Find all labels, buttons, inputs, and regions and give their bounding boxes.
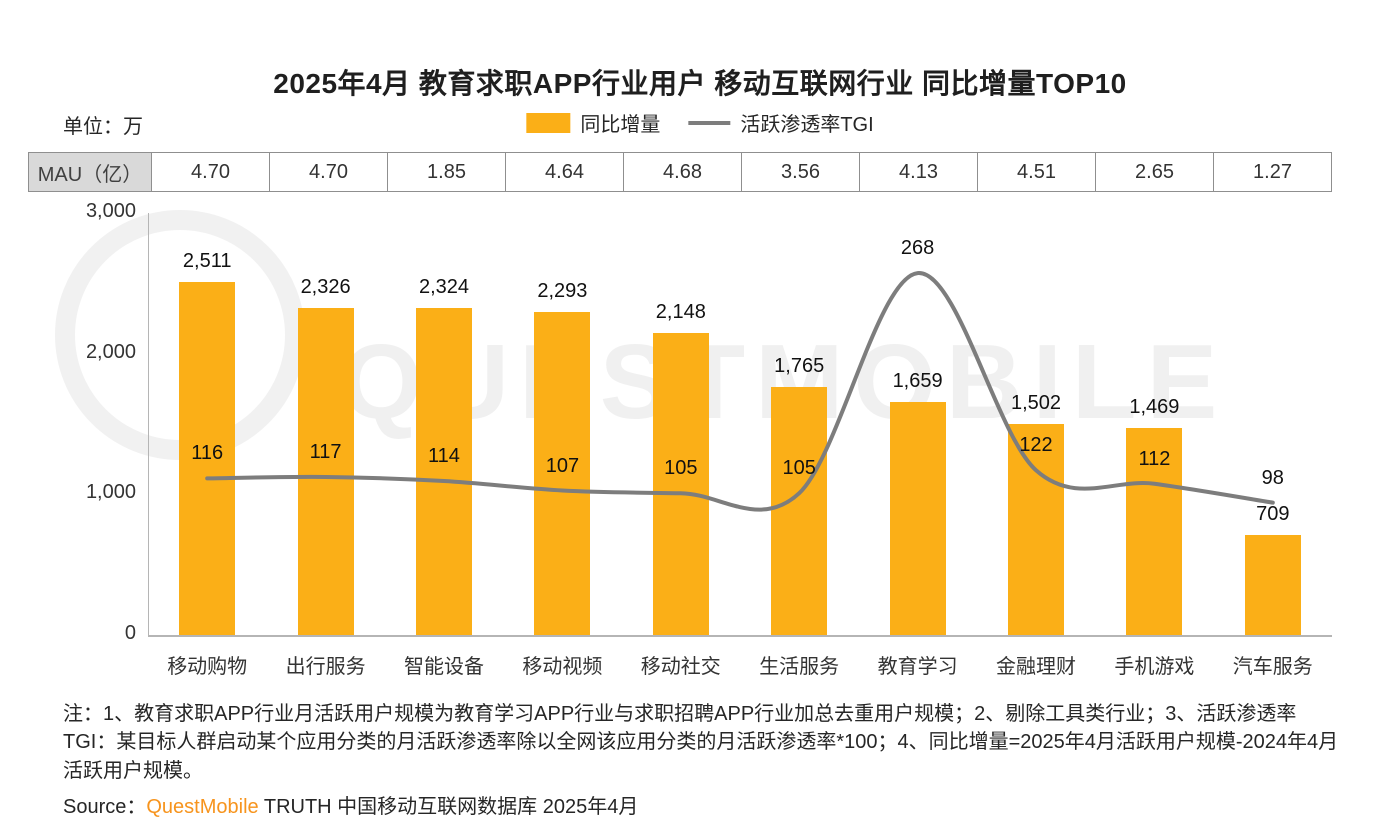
tgi-line-path [205, 271, 1275, 512]
mau-value-cell: 1.85 [387, 153, 505, 191]
mau-table: MAU（亿） 4.70 4.70 1.85 4.64 4.68 3.56 4.13 4.51 2.… [28, 152, 1332, 192]
bar-value-label: 2,511 [182, 249, 232, 272]
increment-bar [1244, 535, 1301, 635]
tgi-value-label: 122 [1019, 434, 1053, 457]
tgi-value-label: 114 [428, 445, 460, 468]
bar-value-label: 1,502 [1010, 391, 1062, 414]
category-label: 出行服务 [285, 656, 366, 678]
tgi-value-label: 116 [191, 442, 224, 465]
mau-row-header: MAU（亿） [29, 153, 151, 191]
source-prefix: Source： [63, 796, 147, 818]
tgi-value-label: 107 [545, 454, 580, 477]
mau-value-cell: 2.65 [1095, 153, 1213, 191]
category-label: 手机游戏 [1114, 656, 1195, 678]
bar-value-label: 2,293 [537, 280, 588, 303]
y-axis-tick-label: 1,000 [85, 481, 136, 504]
bar-value-label: 2,326 [300, 275, 351, 298]
tgi-value-label: 117 [309, 441, 342, 463]
bar-value-label: 1,765 [774, 354, 825, 377]
unit-label: 单位：万 [63, 116, 143, 138]
tgi-value-label: 98 [1261, 466, 1284, 489]
y-axis-line [148, 213, 149, 635]
y-axis-tick-label: 2,000 [85, 340, 136, 363]
increment-bar [889, 401, 946, 635]
tgi-value-label: 112 [1138, 447, 1171, 470]
source-line: Source：QuestMobile TRUTH 中国移动互联网数据库 2025… [63, 790, 638, 819]
category-label: 移动购物 [167, 656, 248, 678]
category-label: 生活服务 [759, 656, 840, 678]
legend-bar-swatch [526, 112, 571, 133]
mau-value-cell: 4.64 [505, 153, 623, 191]
legend-line-label: 活跃渗透率TGI [740, 114, 874, 136]
bar-value-label: 1,469 [1129, 396, 1180, 419]
category-label: 移动视频 [522, 656, 603, 678]
bar-value-label: 2,148 [655, 300, 706, 323]
mau-value-cell: 4.70 [269, 153, 387, 191]
bar-value-label: 1,659 [892, 369, 943, 392]
mau-value-cell: 4.68 [623, 153, 741, 191]
increment-bar [297, 307, 354, 635]
legend-line-swatch [688, 120, 731, 125]
source-brand: QuestMobile [146, 796, 259, 818]
increment-bar [771, 386, 828, 635]
y-axis-tick-label: 3,000 [85, 200, 136, 222]
mau-value-cell: 4.13 [859, 153, 977, 191]
mau-value-cell: 3.56 [741, 153, 859, 191]
mau-value-cell: 4.70 [151, 153, 269, 191]
source-suffix: TRUTH 中国移动互联网数据库 2025年4月 [258, 796, 639, 818]
tgi-value-label: 105 [782, 457, 816, 480]
chart-title: 2025年4月 教育求职APP行业用户 移动互联网行业 同比增量TOP10 [273, 68, 1127, 99]
y-axis-tick-label: 0 [124, 622, 136, 644]
legend: 同比增量 活跃渗透率TGI [526, 108, 874, 137]
tgi-value-label: 268 [900, 237, 935, 260]
bar-value-label: 2,324 [418, 276, 470, 299]
mau-value-cell: 4.51 [977, 153, 1095, 191]
footnotes: 注：1、教育求职APP行业月活跃用户规模为教育学习APP行业与求职招聘APP行业… [63, 703, 1339, 782]
legend-bar-label: 同比增量 [580, 114, 661, 136]
category-label: 金融理财 [995, 656, 1076, 678]
x-axis-line [148, 635, 1332, 637]
category-label: 移动社交 [640, 656, 721, 678]
tgi-value-label: 105 [664, 457, 698, 480]
increment-bar [416, 308, 472, 635]
increment-bar [652, 332, 709, 635]
mau-value-cell: 1.27 [1213, 153, 1331, 191]
category-label: 汽车服务 [1232, 656, 1313, 678]
category-label: 教育学习 [877, 656, 958, 678]
category-label: 智能设备 [403, 656, 484, 678]
bar-value-label: 709 [1256, 503, 1290, 526]
